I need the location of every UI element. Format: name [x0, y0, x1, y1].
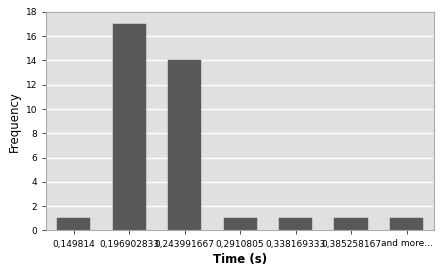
Bar	[390, 218, 423, 230]
Bar	[168, 61, 201, 230]
Bar	[57, 218, 91, 230]
X-axis label: Time (s): Time (s)	[213, 253, 267, 266]
Bar	[334, 218, 368, 230]
Bar	[279, 218, 312, 230]
Bar	[223, 218, 257, 230]
Bar	[113, 24, 146, 230]
Y-axis label: Frequency: Frequency	[8, 91, 21, 152]
